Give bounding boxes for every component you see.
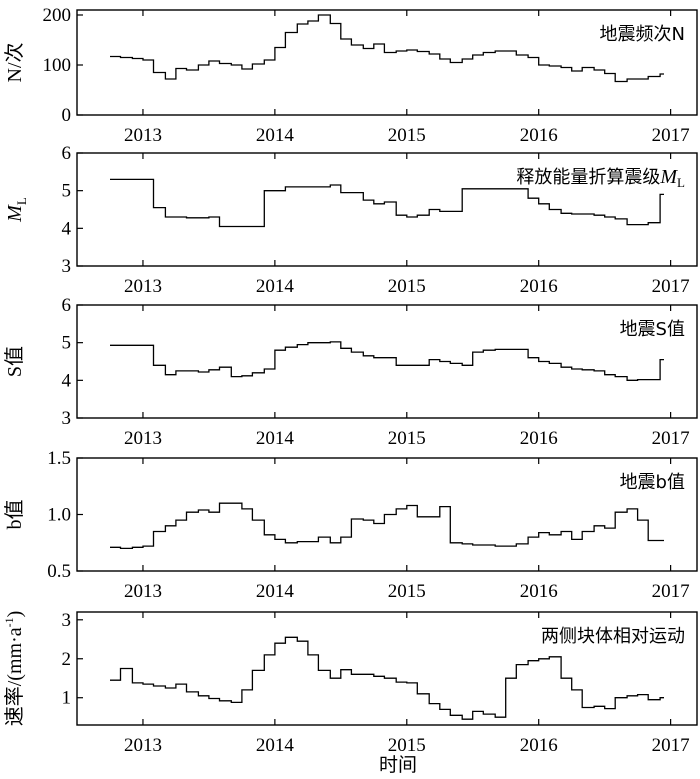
- y-axis-title: ML: [4, 197, 29, 223]
- x-tick-label: 2013: [124, 428, 162, 449]
- x-tick-label: 2015: [388, 735, 426, 756]
- x-tick-label: 2016: [520, 428, 558, 449]
- x-tick-label: 2014: [256, 581, 295, 602]
- panel-3: 3 4 5 6 2013 2014 2015 2016 2017 地震S值 S值: [3, 295, 698, 449]
- x-tick-label: 2017: [652, 735, 690, 756]
- x-tick-label: 2016: [520, 125, 558, 146]
- x-tick-label: 2014: [256, 735, 295, 756]
- x-tick-label: 2013: [124, 125, 162, 146]
- y-tick-label: 3: [62, 610, 72, 631]
- x-tick-label: 2013: [124, 735, 162, 756]
- plot-frame: [76, 152, 698, 267]
- y-tick-label: 100: [43, 55, 72, 76]
- series-line: [110, 178, 664, 228]
- x-tick-label: 2017: [652, 428, 690, 449]
- x-tick-label: 2017: [652, 125, 690, 146]
- panel-5: 1 2 3 2013 2014 2015 2016 2017 两侧块体相对运动 速率/(mm·a-…: [2, 610, 698, 756]
- y-tick-label: 2: [62, 649, 72, 670]
- x-tick-label: 2016: [520, 276, 558, 297]
- y-axis-title: 速率/(mm·a-1): [2, 611, 26, 727]
- x-tick-label: 2015: [388, 125, 426, 146]
- panel-4: 0.5 1.0 1.5 2013 2014 2015 2016 2017 地震b值 b值: [3, 448, 698, 602]
- y-tick-label: 200: [43, 5, 72, 26]
- x-tick-label: 2017: [652, 276, 690, 297]
- y-tick-label: 1.5: [47, 448, 71, 469]
- panel-title: 释放能量折算震级ML: [516, 166, 685, 190]
- x-tick-label: 2015: [388, 581, 426, 602]
- x-axis-title: 时间: [379, 754, 417, 776]
- x-tick-label: 2013: [124, 276, 162, 297]
- x-tick-label: 2016: [520, 581, 558, 602]
- y-tick-label: 6: [62, 143, 72, 164]
- y-tick-label: 1.0: [47, 505, 71, 526]
- panel-2: 3 4 5 6 2013 2014 2015 2016 2017 释放能量折算震级ML ML: [4, 143, 698, 297]
- series-line: [110, 502, 664, 550]
- series-line: [110, 14, 664, 83]
- x-tick-label: 2015: [388, 276, 426, 297]
- panel-title: 地震S值: [620, 319, 685, 340]
- y-tick-label: 5: [62, 181, 72, 202]
- y-axis-title: N/次: [3, 43, 26, 83]
- plot-frame: [76, 304, 698, 419]
- plot-frame: [76, 9, 698, 116]
- y-tick-label: 6: [62, 295, 72, 316]
- x-tick-label: 2014: [256, 276, 295, 297]
- y-tick-label: 3: [62, 256, 72, 277]
- series-line: [110, 636, 664, 720]
- x-tick-label: 2017: [652, 581, 690, 602]
- y-tick-label: 5: [62, 333, 72, 354]
- x-tick-label: 2014: [256, 125, 295, 146]
- x-tick-label: 2013: [124, 581, 162, 602]
- panel-title: 地震频次N: [600, 24, 685, 45]
- y-tick-label: 4: [62, 370, 72, 391]
- panel-1: 0 100 200 2013 2014 2015 2016 2017 地震频次N N/次: [3, 5, 698, 146]
- y-tick-label: 0: [62, 105, 72, 126]
- y-tick-label: 1: [62, 688, 72, 709]
- panel-title: 两侧块体相对运动: [541, 626, 685, 647]
- y-tick-label: 3: [62, 408, 72, 429]
- series-line: [110, 341, 664, 381]
- plot-frame: [76, 611, 698, 726]
- panel-title: 地震b值: [620, 472, 685, 493]
- y-axis-title: S值: [3, 346, 26, 377]
- y-axis-title: b值: [3, 500, 26, 530]
- x-tick-label: 2016: [520, 735, 558, 756]
- x-tick-label: 2014: [256, 428, 295, 449]
- y-tick-label: 4: [62, 218, 72, 239]
- x-tick-label: 2015: [388, 428, 426, 449]
- y-tick-label: 0.5: [47, 561, 71, 582]
